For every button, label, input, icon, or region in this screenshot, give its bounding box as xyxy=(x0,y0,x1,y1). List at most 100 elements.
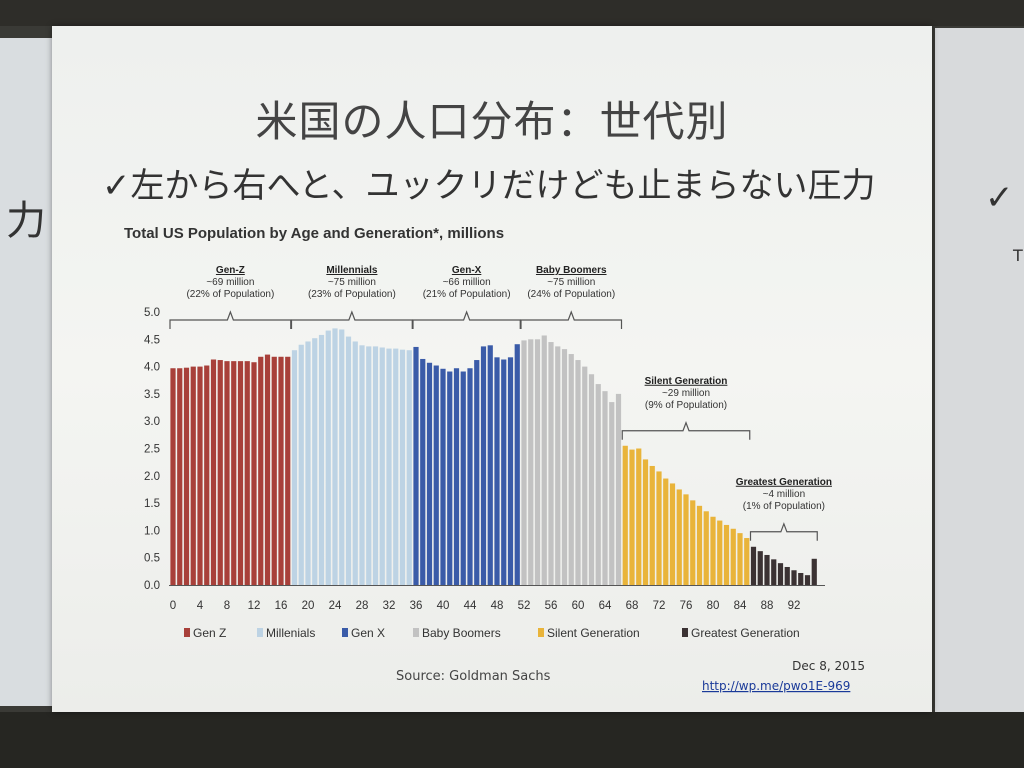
bar xyxy=(271,356,277,585)
bar xyxy=(750,546,757,585)
bar xyxy=(690,500,696,585)
y-axis: 0.0 0.5 1.0 1.5 2.0 2.5 3.0 3.5 4.0 4.5 5.0 xyxy=(144,307,160,592)
check-mark-icon: ✓ xyxy=(102,166,131,206)
bar xyxy=(595,384,601,585)
y-tick-label: 0.5 xyxy=(144,553,160,565)
generation-stat: (22% of Population) xyxy=(186,289,274,300)
bar xyxy=(629,449,635,585)
x-tick-label: 84 xyxy=(734,600,747,612)
bar xyxy=(413,346,419,585)
bar xyxy=(264,354,271,585)
bar xyxy=(197,366,203,585)
bar xyxy=(366,346,372,585)
bar xyxy=(372,346,379,585)
bar xyxy=(757,551,763,585)
bar xyxy=(723,524,730,585)
bar xyxy=(406,350,412,585)
bar xyxy=(561,349,568,585)
bar xyxy=(204,365,210,585)
legend-label: Gen X xyxy=(351,626,385,640)
x-tick-label: 12 xyxy=(248,600,261,612)
bar xyxy=(244,361,250,585)
bar xyxy=(642,459,649,585)
bar xyxy=(318,334,325,585)
y-tick-label: 4.5 xyxy=(144,334,160,346)
right-screen-text: T xyxy=(1013,246,1023,265)
bar xyxy=(703,511,709,585)
bar xyxy=(420,358,426,585)
bar xyxy=(764,554,770,585)
bar xyxy=(555,346,561,585)
bullet-text: 左から右へと、ユックリだけども止まらない圧力 xyxy=(130,166,876,206)
x-tick-label: 40 xyxy=(437,600,450,612)
generation-name: Gen-X xyxy=(452,265,482,276)
bar xyxy=(717,520,723,585)
bar xyxy=(663,478,669,585)
legend-swatch xyxy=(342,628,348,637)
bar xyxy=(393,348,399,585)
x-tick-label: 28 xyxy=(356,600,369,612)
bar xyxy=(521,340,527,585)
legend-swatch xyxy=(538,628,544,637)
bar xyxy=(811,558,817,585)
y-tick-label: 2.5 xyxy=(144,444,160,456)
x-axis: 0 4 8 12 16 20 24 28 32 36 40 44 48 52 56 60 64 68 72 76 80 8… xyxy=(169,585,825,612)
bar xyxy=(528,339,534,585)
bar xyxy=(710,516,716,585)
bar xyxy=(514,344,520,585)
bar xyxy=(231,361,237,585)
bar xyxy=(379,347,385,585)
bar xyxy=(278,356,284,585)
bar xyxy=(312,338,318,585)
source-link[interactable]: http://wp.me/pwo1E-969 xyxy=(702,679,850,693)
generation-name: Baby Boomers xyxy=(536,265,607,276)
bar xyxy=(217,360,223,585)
bar xyxy=(440,368,446,585)
bar xyxy=(359,345,365,585)
bar xyxy=(345,336,352,585)
y-tick-label: 4.0 xyxy=(144,362,160,374)
x-tick-label: 76 xyxy=(680,600,693,612)
y-tick-label: 2.0 xyxy=(144,471,160,483)
generation-stat: ~75 million xyxy=(547,277,595,288)
x-tick-label: 24 xyxy=(329,600,342,612)
x-tick-label: 8 xyxy=(224,600,230,612)
chart-legend: Gen Z Millenials Gen X Baby Boomers Silent G… xyxy=(184,626,800,640)
generation-stat: (21% of Population) xyxy=(423,289,511,300)
bar xyxy=(447,371,453,585)
left-side-screen: 力 xyxy=(0,38,52,706)
bar xyxy=(798,572,804,585)
y-tick-label: 3.0 xyxy=(144,416,160,428)
source-credit: Source: Goldman Sachs xyxy=(396,669,551,684)
bar xyxy=(177,368,183,585)
slide-bullet: ✓左から右へと、ユックリだけども止まらない圧力 xyxy=(102,158,875,207)
bar xyxy=(251,362,257,585)
bracket xyxy=(520,310,623,329)
x-tick-label: 36 xyxy=(410,600,423,612)
generation-stat: (1% of Population) xyxy=(743,501,825,512)
bar xyxy=(656,471,662,585)
x-tick-label: 52 xyxy=(518,600,531,612)
room-floor xyxy=(0,712,1024,768)
legend-swatch xyxy=(257,628,263,637)
bracket xyxy=(169,310,292,329)
x-tick-label: 72 xyxy=(653,600,666,612)
bar xyxy=(426,362,433,585)
x-tick-label: 92 xyxy=(788,600,801,612)
bar xyxy=(649,465,655,585)
bar xyxy=(784,566,790,585)
generation-stat: (9% of Population) xyxy=(645,400,727,411)
bar xyxy=(298,344,304,585)
y-tick-label: 5.0 xyxy=(144,307,160,319)
x-tick-label: 4 xyxy=(197,600,204,612)
bar xyxy=(683,494,689,585)
x-tick-label: 80 xyxy=(707,600,720,612)
legend-label: Baby Boomers xyxy=(422,626,501,640)
bar xyxy=(460,371,466,585)
generation-stat: ~29 million xyxy=(662,388,710,399)
x-tick-label: 20 xyxy=(302,600,315,612)
bar xyxy=(507,357,514,585)
bar xyxy=(804,575,811,585)
generation-name: Greatest Generation xyxy=(736,477,832,488)
y-tick-label: 3.5 xyxy=(144,389,160,401)
